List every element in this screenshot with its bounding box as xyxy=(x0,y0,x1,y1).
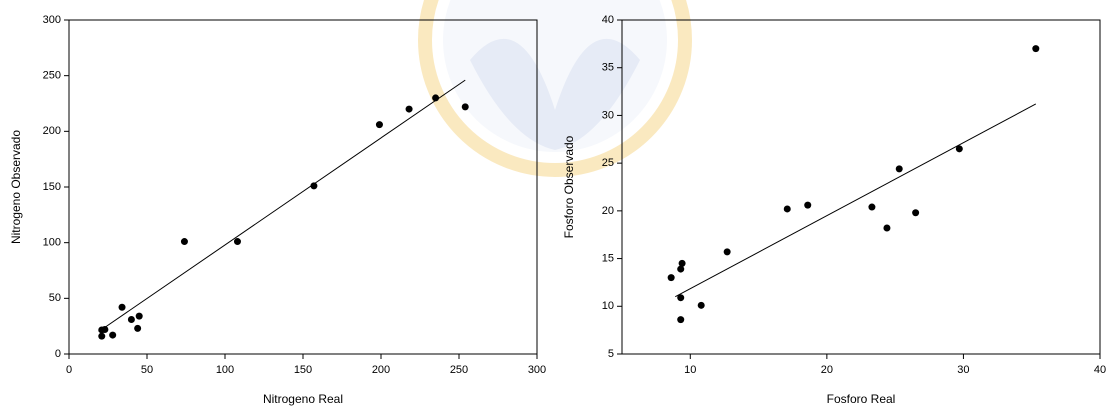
y-tick-label: 0 xyxy=(55,348,61,360)
y-tick-label: 200 xyxy=(43,125,61,137)
data-point xyxy=(462,103,469,110)
data-point xyxy=(310,182,317,189)
data-point xyxy=(896,165,903,172)
plot-frame xyxy=(622,20,1100,354)
data-point xyxy=(98,333,105,340)
x-tick-label: 40 xyxy=(1094,364,1106,376)
x-tick-label: 300 xyxy=(528,364,546,376)
y-axis-title: Nitrogeno Observado xyxy=(9,130,23,244)
x-tick-label: 20 xyxy=(821,364,833,376)
y-tick-label: 10 xyxy=(602,300,614,312)
x-axis-title: Nitrogeno Real xyxy=(263,392,343,406)
data-point xyxy=(804,202,811,209)
data-point xyxy=(119,304,126,311)
y-tick-label: 35 xyxy=(602,62,614,74)
y-tick-label: 50 xyxy=(49,292,61,304)
x-tick-label: 50 xyxy=(141,364,153,376)
data-point xyxy=(109,332,116,339)
data-point xyxy=(376,121,383,128)
y-tick-label: 40 xyxy=(602,14,614,26)
y-tick-label: 5 xyxy=(608,348,614,360)
x-tick-label: 10 xyxy=(684,364,696,376)
x-axis-title: Fosforo Real xyxy=(827,392,896,406)
data-point xyxy=(128,316,135,323)
x-tick-label: 100 xyxy=(216,364,234,376)
data-point xyxy=(668,274,675,281)
x-tick-label: 200 xyxy=(372,364,390,376)
data-point xyxy=(136,313,143,320)
y-tick-label: 20 xyxy=(602,205,614,217)
data-point xyxy=(956,145,963,152)
y-tick-label: 30 xyxy=(602,109,614,121)
data-point xyxy=(677,316,684,323)
data-point xyxy=(868,204,875,211)
data-point xyxy=(679,260,686,267)
y-axis-title: Fosforo Observado xyxy=(562,135,576,238)
data-point xyxy=(677,294,684,301)
watermark xyxy=(425,0,685,170)
page: 0 50 100 150 200 250 300 0 50 100 150 200 250 300 Nitr… xyxy=(0,0,1107,408)
data-point xyxy=(181,238,188,245)
data-point xyxy=(134,325,141,332)
data-point xyxy=(784,205,791,212)
data-point xyxy=(101,326,108,333)
data-point xyxy=(698,302,705,309)
x-tick-label: 250 xyxy=(450,364,468,376)
data-point xyxy=(912,209,919,216)
y-tick-label: 100 xyxy=(43,237,61,249)
data-point xyxy=(406,106,413,113)
fit-line xyxy=(675,104,1036,297)
y-tick-label: 15 xyxy=(602,252,614,264)
y-tick-label: 150 xyxy=(43,181,61,193)
data-point xyxy=(724,248,731,255)
data-point xyxy=(234,238,241,245)
x-tick-label: 150 xyxy=(294,364,312,376)
y-tick-label: 300 xyxy=(43,14,61,26)
x-tick-label: 0 xyxy=(66,364,72,376)
y-tick-label: 250 xyxy=(43,70,61,82)
x-tick-label: 30 xyxy=(957,364,969,376)
fit-line xyxy=(102,80,465,329)
y-tick-label: 25 xyxy=(602,157,614,169)
data-point xyxy=(432,94,439,101)
data-point xyxy=(883,225,890,232)
data-point xyxy=(1032,45,1039,52)
